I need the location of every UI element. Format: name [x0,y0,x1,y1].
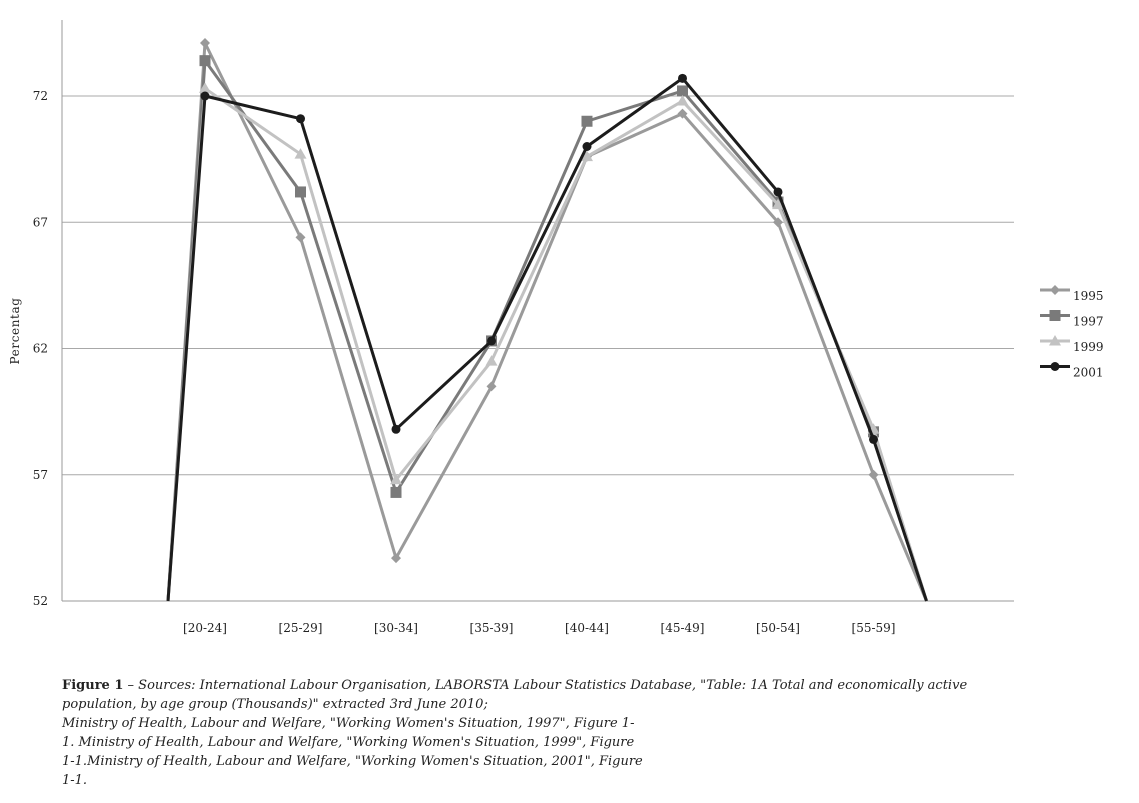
data-point [677,85,688,97]
caption-dash: – [123,678,139,693]
data-point [868,469,879,480]
data-point [390,486,402,498]
caption-text-line: 1-1.Ministry of Health, Labour and Welfa… [62,754,643,769]
legend-item-1995: 1995 [1040,285,1104,303]
data-point [485,355,498,366]
legend-swatch-marker [1050,285,1060,295]
data-point [581,115,593,127]
x-tick-label: [50-54] [756,621,800,635]
figure-caption: Figure 1 – Sources: International Labour… [62,676,982,790]
data-point [772,198,784,210]
data-point [294,148,307,159]
data-point [582,142,592,151]
data-point [390,473,402,485]
axes [61,20,1014,602]
caption-text-line: 1-1. [62,773,88,788]
y-axis-title: Percentag [8,298,22,365]
data-point [199,82,211,93]
legend-swatch-marker [1049,310,1061,321]
x-tick-label: [20-24] [183,621,227,635]
series-1999 [166,82,928,602]
data-point [773,187,783,197]
data-point [486,381,497,392]
data-point [296,114,305,124]
x-tick-label: [45-49] [661,621,705,635]
series-1995 [166,37,928,602]
caption-text-line: 1. Ministry of Health, Labour and Welfar… [62,735,635,750]
data-point [391,553,401,564]
series-lines [166,37,928,602]
y-tick-label: 52 [33,594,48,608]
legend: 1995 1997 1999 2001 [1040,285,1104,380]
legend-label: 1999 [1073,340,1104,354]
gridlines [62,95,1014,602]
caption-label: Figure 1 [62,678,124,693]
y-tick-label: 57 [33,468,48,482]
x-tick-label: [30-34] [374,621,418,635]
data-point [391,424,401,434]
legend-label: 1995 [1073,289,1104,303]
y-tick-label: 62 [33,342,48,356]
legend-item-1997: 1997 [1040,310,1104,329]
data-point [200,37,210,48]
y-tick-label: 67 [33,215,48,229]
data-point [199,55,211,67]
legend-item-2001: 2001 [1040,362,1104,380]
series-line-1995 [166,41,928,602]
legend-label: 1997 [1073,315,1104,329]
caption-text-line: Ministry of Health, Labour and Welfare, … [62,716,635,731]
x-tick-label: [40-44] [565,621,609,635]
series-2001 [166,73,928,602]
legend-swatch-marker [1050,362,1060,371]
legend-label: 2001 [1073,366,1104,380]
data-point [487,336,496,346]
x-tick-label: [35-39] [470,621,514,635]
y-axis-tick-labels: 52 57 62 67 72 [33,89,48,608]
data-point [295,232,306,243]
data-point [676,95,689,106]
caption-line-1: Figure 1 – Sources: International Labour… [62,676,982,695]
caption-text-line: Sources: International Labour Organisati… [138,678,968,693]
legend-item-1999: 1999 [1040,335,1104,354]
x-tick-label: [55-59] [852,621,896,635]
data-point [581,150,593,162]
data-point [677,108,688,119]
data-point [200,91,210,101]
series-line-2001 [166,76,928,602]
legend-swatch-marker [1049,335,1061,346]
x-axis-tick-labels: [20-24] [25-29] [30-34] [35-39] [40-44] [45-4… [183,621,895,635]
series-1997 [166,55,928,602]
y-tick-label: 72 [33,89,48,103]
x-tick-label: [25-29] [279,621,323,635]
data-point [773,217,783,228]
caption-text-line: population, by age group (Thousands)" ex… [62,697,488,712]
data-point [295,186,306,198]
data-point [869,434,878,444]
data-point [678,73,687,83]
